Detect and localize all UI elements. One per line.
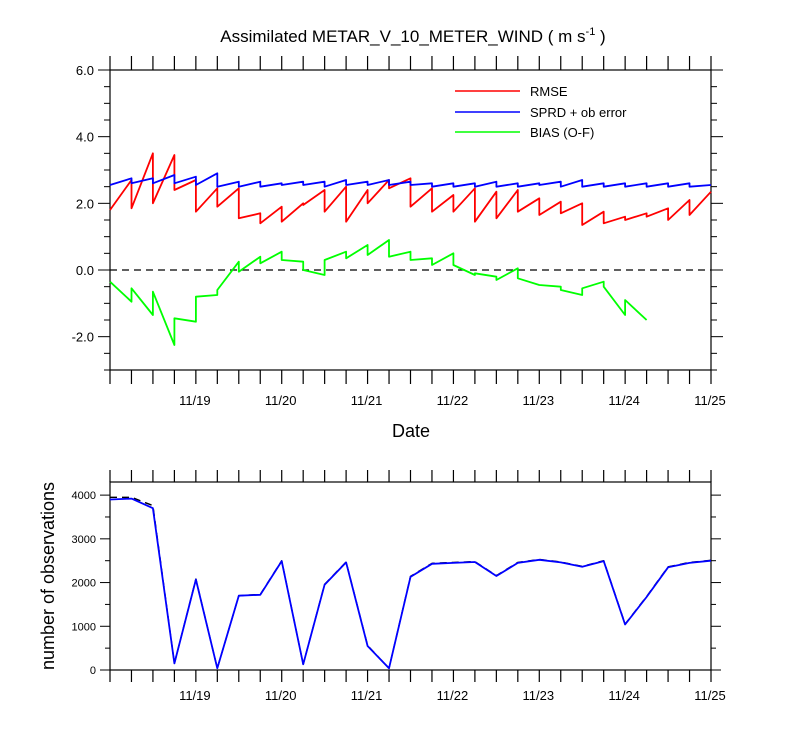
possible-obs-line: [110, 496, 712, 669]
bottom-y-tick-label: 4000: [72, 490, 96, 502]
top-x-tick-label: 11/20: [265, 393, 297, 408]
bias-series-line: [109, 239, 648, 346]
legend-label-bias: BIAS (O-F): [530, 125, 594, 140]
bottom-y-axis-title: number of observations: [38, 482, 58, 670]
top-x-tick-label: 11/23: [522, 393, 554, 408]
legend: RMSE SPRD + ob error BIAS (O-F): [455, 84, 627, 140]
top-x-tick-label: 11/25: [694, 393, 726, 408]
top-y-tick-label: 6.0: [76, 63, 94, 78]
top-x-tick-labels: 11/19 11/20 11/21 11/22 11/23 11/24 11/25: [179, 393, 726, 408]
bottom-x-tick-label: 11/20: [265, 688, 297, 703]
top-y-tick-label: -2.0: [72, 330, 94, 345]
bottom-series-group: [109, 496, 712, 670]
bottom-y-tick-label: 2000: [72, 578, 96, 590]
top-y-tick-label: 2.0: [76, 196, 94, 211]
top-x-tick-label: 11/22: [437, 393, 469, 408]
assimilated-obs-line: [109, 497, 712, 670]
legend-label-sprd: SPRD + ob error: [530, 105, 627, 120]
top-x-tick-label: 11/21: [351, 393, 383, 408]
legend-label-rmse: RMSE: [530, 84, 568, 99]
bottom-x-tick-label: 11/25: [694, 688, 726, 703]
chart-title: Assimilated METAR_V_10_METER_WIND ( m s-…: [220, 26, 605, 46]
bottom-x-tick-label: 11/23: [522, 688, 554, 703]
bottom-x-tick-labels: 11/19 11/20 11/21 11/22 11/23 11/24 11/25: [179, 688, 726, 703]
top-x-tick-label: 11/19: [179, 393, 211, 408]
bottom-ticks: [100, 470, 721, 682]
top-x-tick-label: 11/24: [608, 393, 640, 408]
bottom-x-tick-label: 11/19: [179, 688, 211, 703]
top-y-tick-labels: -2.0 0.0 2.0 4.0 6.0: [72, 63, 94, 345]
bottom-y-tick-label: 3000: [72, 534, 96, 546]
top-y-tick-label: 4.0: [76, 130, 94, 145]
top-y-tick-label: 0.0: [76, 263, 94, 278]
sprd-series-line: [109, 172, 712, 188]
bottom-x-tick-label: 11/24: [608, 688, 640, 703]
rmse-series-line: [109, 152, 712, 226]
bottom-y-tick-label: 0: [90, 665, 96, 677]
x-axis-title: Date: [392, 421, 430, 441]
bottom-y-tick-labels: 0 1000 2000 3000 4000: [72, 490, 96, 677]
bottom-x-tick-label: 11/22: [437, 688, 469, 703]
bottom-x-tick-label: 11/21: [351, 688, 383, 703]
top-series-group: [109, 152, 712, 346]
top-ticks: [98, 56, 723, 384]
bottom-y-tick-label: 1000: [72, 621, 96, 633]
